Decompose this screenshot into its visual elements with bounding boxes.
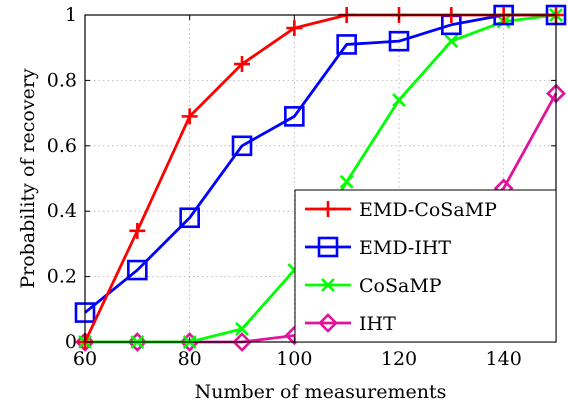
- data-point: [336, 34, 357, 55]
- data-point: [444, 34, 459, 49]
- x-tick-label: 120: [381, 348, 417, 370]
- ticks: 60 80 100 120 140 0 0.2 0.4 0.6 0.8 1: [47, 4, 556, 370]
- y-tick-label: 1: [65, 4, 77, 26]
- y-tick-label: 0: [65, 331, 77, 353]
- x-tick-label: 140: [486, 348, 522, 370]
- data-point: [179, 207, 200, 229]
- legend-item: CoSaMP: [305, 275, 442, 297]
- x-tick-label: 60: [73, 348, 97, 370]
- data-point: [181, 108, 198, 125]
- data-point: [127, 332, 148, 352]
- data-point: [392, 93, 406, 107]
- data-point: [127, 259, 148, 281]
- legend-label: CoSaMP: [359, 275, 442, 297]
- y-axis-label: Probability of recovery: [17, 68, 39, 289]
- x-tick-label: 100: [276, 348, 312, 370]
- legend-item: EMD-CoSaMP: [305, 199, 497, 221]
- y-tick-label: 0.8: [47, 69, 77, 91]
- series-emd-iht: [74, 4, 567, 323]
- legend-marker: [317, 236, 339, 258]
- series-line: [84, 13, 556, 314]
- data-point: [286, 20, 303, 37]
- data-point: [231, 135, 253, 157]
- legend-label: EMD-CoSaMP: [359, 199, 497, 221]
- y-tick-label: 0.4: [47, 200, 77, 222]
- legend-box: [294, 189, 557, 343]
- legend-marker: [321, 278, 335, 292]
- legend-label: EMD-IHT: [359, 237, 451, 259]
- x-tick-label: 80: [178, 348, 202, 370]
- data-point: [388, 30, 410, 52]
- data-point: [235, 322, 249, 336]
- data-point: [232, 332, 252, 352]
- legend-marker: [318, 313, 338, 333]
- x-axis-label: Number of measurements: [195, 381, 447, 403]
- data-point: [284, 106, 305, 127]
- legend-item: IHT: [305, 313, 396, 335]
- y-tick-label: 0.2: [47, 266, 77, 288]
- data-point: [234, 56, 250, 73]
- legend-marker: [320, 201, 336, 217]
- legend-label: IHT: [359, 313, 396, 335]
- data-point: [129, 222, 146, 239]
- legend: EMD-CoSaMP EMD-IHT CoSaMP IHT: [294, 189, 557, 343]
- legend-item: EMD-IHT: [305, 236, 451, 259]
- data-point: [339, 174, 354, 189]
- y-tick-label: 0.6: [47, 135, 77, 157]
